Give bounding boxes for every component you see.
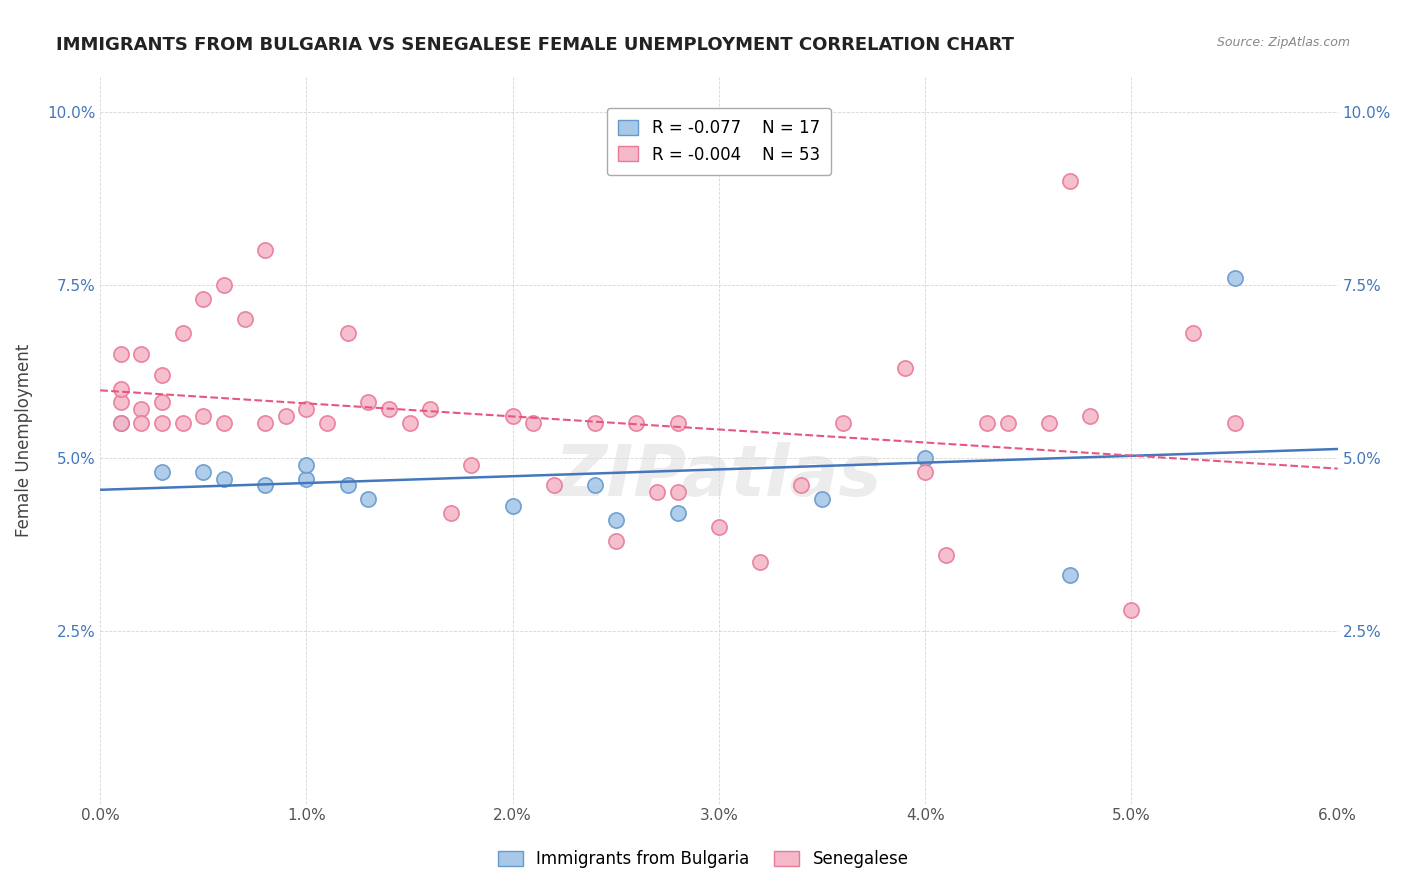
Point: [666, 485, 689, 500]
Point: [543, 478, 565, 492]
Point: [274, 409, 297, 424]
Point: [172, 326, 194, 341]
Text: ZIPatlas: ZIPatlas: [555, 442, 883, 511]
Point: [583, 416, 606, 430]
Point: [233, 312, 256, 326]
Point: [707, 520, 730, 534]
Point: [110, 347, 132, 361]
Point: [935, 548, 957, 562]
Point: [522, 416, 544, 430]
Point: [749, 555, 772, 569]
Point: [1038, 416, 1060, 430]
Point: [131, 402, 153, 417]
Point: [193, 409, 215, 424]
Point: [831, 416, 853, 430]
Point: [997, 416, 1019, 430]
Point: [336, 478, 359, 492]
Point: [1059, 174, 1081, 188]
Text: IMMIGRANTS FROM BULGARIA VS SENEGALESE FEMALE UNEMPLOYMENT CORRELATION CHART: IMMIGRANTS FROM BULGARIA VS SENEGALESE F…: [56, 36, 1014, 54]
Point: [502, 500, 524, 514]
Point: [666, 416, 689, 430]
Point: [110, 382, 132, 396]
Y-axis label: Female Unemployment: Female Unemployment: [15, 344, 32, 537]
Point: [131, 347, 153, 361]
Point: [150, 368, 173, 382]
Point: [1182, 326, 1205, 341]
Point: [1121, 603, 1143, 617]
Point: [1059, 568, 1081, 582]
Point: [172, 416, 194, 430]
Point: [110, 416, 132, 430]
Point: [193, 465, 215, 479]
Point: [914, 450, 936, 465]
Point: [811, 492, 834, 507]
Point: [419, 402, 441, 417]
Text: Source: ZipAtlas.com: Source: ZipAtlas.com: [1216, 36, 1350, 49]
Legend: Immigrants from Bulgaria, Senegalese: Immigrants from Bulgaria, Senegalese: [491, 844, 915, 875]
Point: [893, 360, 915, 375]
Point: [110, 416, 132, 430]
Point: [110, 395, 132, 409]
Point: [254, 478, 277, 492]
Point: [357, 395, 380, 409]
Point: [666, 506, 689, 520]
Point: [212, 277, 235, 292]
Point: [976, 416, 998, 430]
Legend: R = -0.077    N = 17, R = -0.004    N = 53: R = -0.077 N = 17, R = -0.004 N = 53: [606, 108, 831, 175]
Point: [502, 409, 524, 424]
Point: [357, 492, 380, 507]
Point: [193, 292, 215, 306]
Point: [150, 395, 173, 409]
Point: [605, 533, 627, 548]
Point: [295, 402, 318, 417]
Point: [254, 416, 277, 430]
Point: [626, 416, 648, 430]
Point: [914, 465, 936, 479]
Point: [336, 326, 359, 341]
Point: [150, 416, 173, 430]
Point: [316, 416, 339, 430]
Point: [295, 458, 318, 472]
Point: [131, 416, 153, 430]
Point: [605, 513, 627, 527]
Point: [212, 472, 235, 486]
Point: [1078, 409, 1101, 424]
Point: [440, 506, 463, 520]
Point: [150, 465, 173, 479]
Point: [378, 402, 401, 417]
Point: [645, 485, 668, 500]
Point: [212, 416, 235, 430]
Point: [460, 458, 482, 472]
Point: [1223, 271, 1246, 285]
Point: [583, 478, 606, 492]
Point: [254, 244, 277, 258]
Point: [790, 478, 813, 492]
Point: [295, 472, 318, 486]
Point: [1223, 416, 1246, 430]
Point: [398, 416, 420, 430]
